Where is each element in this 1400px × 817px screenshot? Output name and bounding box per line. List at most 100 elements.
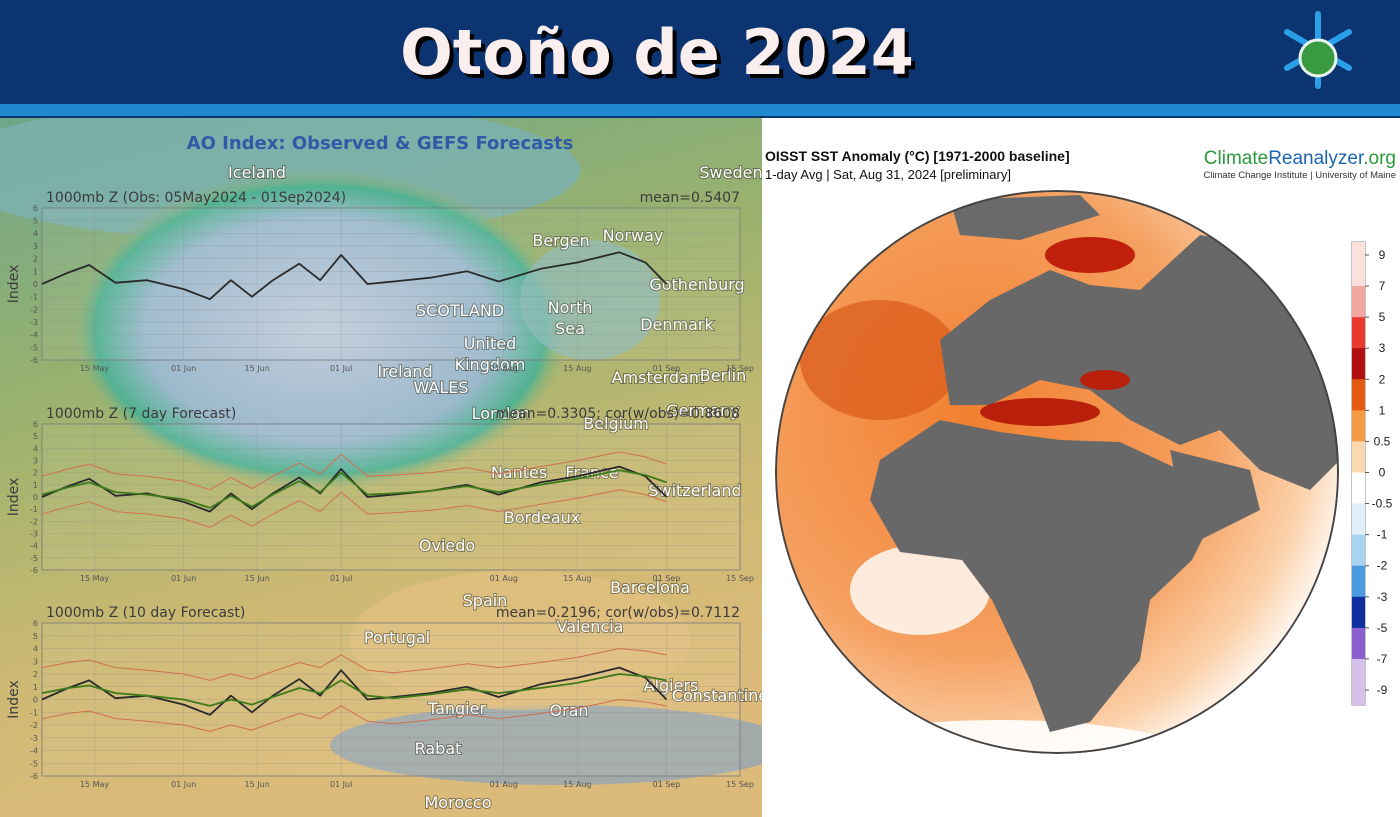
map-label: London [472,404,531,423]
x-tick-label: 01 Sep [653,364,681,373]
colorbar-segment [1352,410,1365,442]
y-tick-label: -4 [30,747,38,756]
colorbar-label: 0 [1379,466,1386,480]
x-tick-label: 15 Aug [563,574,591,583]
y-tick-label: -4 [30,542,38,551]
y-tick-label: -1 [30,505,38,514]
y-tick-label: 5 [33,632,38,641]
chart-title: 1000mb Z (10 day Forecast) [46,605,245,621]
map-label: Rabat [415,739,462,758]
series-line [41,666,668,716]
map-label: Belgium [583,414,649,433]
y-tick-label: -6 [30,356,38,365]
x-tick-label: 15 May [80,364,110,373]
logo [1284,11,1352,89]
y-axis-label: Index [6,478,22,517]
colorbar-segment [1352,534,1365,567]
x-tick-label: 01 Jul [330,780,352,789]
y-axis-label: Index [6,265,22,304]
source-affiliation: Climate Change Institute | University of… [1203,170,1396,181]
colorbar-label: -3 [1377,590,1388,604]
y-tick-label: -5 [30,554,38,563]
chart-title: 1000mb Z (7 day Forecast) [46,406,236,422]
y-tick-label: -1 [30,293,38,302]
y-tick-label: 3 [33,657,38,666]
y-tick-label: 3 [33,242,38,251]
series-line [41,489,667,528]
sst-title: OISST SST Anomaly (°C) [1971-2000 baseli… [765,148,1070,164]
y-tick-label: 5 [33,432,38,441]
y-tick-label: 2 [33,255,38,264]
map-label: Berlin [700,366,746,385]
y-tick-label: -2 [30,721,38,730]
header-bar [0,0,1400,105]
map-label: Barcelona [610,578,690,597]
map-label: Bordeaux [504,508,580,527]
x-tick-label: 15 Sep [726,364,754,373]
map-label: WALES [413,378,468,397]
y-tick-label: -3 [30,318,38,327]
y-axis-label: Index [6,680,22,719]
colorbar-label: 9 [1379,248,1386,262]
chart-annotation: mean=0.5407 [640,190,740,206]
ao-charts: 1000mb Z (Obs: 05May2024 - 01Sep2024) mea… [6,190,754,789]
colorbar-segment [1352,255,1365,287]
y-tick-label: 4 [33,229,38,238]
x-tick-label: 01 Sep [653,780,681,789]
colorbar-label: -5 [1377,621,1388,635]
y-tick-label: -5 [30,343,38,352]
y-tick-label: 4 [33,444,38,453]
x-tick-label: 01 Jul [330,364,352,373]
colorbar-label: -2 [1377,559,1388,573]
colorbar-segment [1352,565,1365,598]
header-strip [0,104,1400,118]
colorbar-label: -9 [1377,683,1388,697]
colorbar-label: 1 [1379,403,1386,417]
series-line [41,469,667,509]
colorbar-segment [1352,286,1365,318]
map-label: Amsterdam [612,368,705,387]
x-tick-label: 15 Sep [726,780,754,789]
colorbar-segment [1352,596,1365,629]
map-label: Morocco [425,793,492,812]
y-tick-label: 2 [33,670,38,679]
map-label: Spain [463,591,508,610]
header-rule [0,116,1400,118]
y-tick-label: -2 [30,305,38,314]
y-tick-label: 1 [33,267,38,276]
map-label: SCOTLAND [416,301,504,320]
y-tick-label: 0 [33,696,38,705]
colorbar-label: -7 [1377,652,1388,666]
map-label: Bergen [532,231,589,250]
map-label: North [548,298,593,317]
source-part: .org [1363,148,1396,169]
chart-annotation: mean=0.2196; cor(w/obs)=0.7112 [496,605,740,621]
y-tick-label: -3 [30,530,38,539]
colorbar-label: 2 [1379,372,1386,386]
colorbar-segment [1352,472,1365,505]
source-name: ClimateReanalyzer.org [1204,148,1396,169]
x-tick-label: 01 Jun [171,364,196,373]
y-tick-label: 6 [33,420,38,429]
x-tick-label: 15 Aug [563,780,591,789]
y-tick-label: -5 [30,759,38,768]
y-tick-label: -2 [30,517,38,526]
colorbar-label: 5 [1379,310,1386,324]
x-tick-label: 01 Aug [490,574,518,583]
chart-title: 1000mb Z (Obs: 05May2024 - 01Sep2024) [46,190,346,206]
map-label: Germany [666,401,740,420]
map-label: Iceland [228,163,286,182]
map-label: Portugal [364,628,430,647]
globe [775,190,1339,754]
y-tick-label: 5 [33,217,38,226]
y-tick-label: -6 [30,772,38,781]
colorbar-segment [1352,658,1365,691]
source-part: Reanalyzer [1268,148,1365,169]
y-tick-label: 2 [33,469,38,478]
y-tick-label: 0 [33,493,38,502]
map-label: Oran [549,701,588,720]
x-tick-label: 01 Aug [490,780,518,789]
colorbar-label: -0.5 [1372,497,1393,511]
x-tick-label: 01 Jun [171,780,196,789]
